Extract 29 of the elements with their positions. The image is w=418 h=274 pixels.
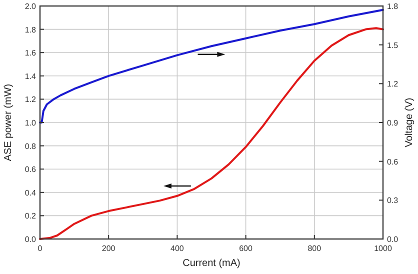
x-tick-label: 0 bbox=[38, 244, 43, 253]
y-tick-label: 1.4 bbox=[24, 72, 37, 81]
line-series bbox=[39, 8, 384, 124]
x-tick-label: 1000 bbox=[374, 244, 392, 253]
line-series bbox=[39, 27, 384, 240]
y2-tick-label: 0.6 bbox=[387, 157, 399, 166]
y-axis-title: ASE power (mW) bbox=[3, 84, 14, 162]
y-tick-label: 1.6 bbox=[24, 48, 37, 58]
x-tick-label: 400 bbox=[170, 244, 184, 253]
x-tick-label: 600 bbox=[239, 244, 254, 253]
y-tick-label: 0.8 bbox=[24, 142, 37, 151]
y2-tick-label: 1.5 bbox=[387, 40, 399, 50]
y-tick-label: 0.0 bbox=[24, 235, 37, 244]
y-tick-label: 1.0 bbox=[24, 118, 37, 128]
y2-tick-label: 1.2 bbox=[387, 80, 399, 89]
y2-tick-label: 0.9 bbox=[387, 118, 399, 128]
y2-tick-label: 0.0 bbox=[387, 235, 399, 244]
y-tick-label: 1.2 bbox=[24, 95, 37, 104]
x-tick-label: 800 bbox=[308, 244, 322, 253]
y-tick-label: 0.6 bbox=[24, 165, 37, 174]
y2-axis-title: Voltage (V) bbox=[404, 98, 415, 148]
x-axis-title: Current (mA) bbox=[182, 258, 240, 269]
x-tick-label: 200 bbox=[102, 244, 116, 253]
y2-tick-label: 0.3 bbox=[387, 196, 399, 206]
y-tick-label: 0.4 bbox=[24, 188, 37, 198]
y-tick-label: 0.2 bbox=[24, 212, 37, 221]
y-tick-label: 2.0 bbox=[24, 2, 37, 11]
y2-tick-label: 1.8 bbox=[387, 2, 399, 11]
y-tick-label: 1.8 bbox=[24, 25, 37, 34]
